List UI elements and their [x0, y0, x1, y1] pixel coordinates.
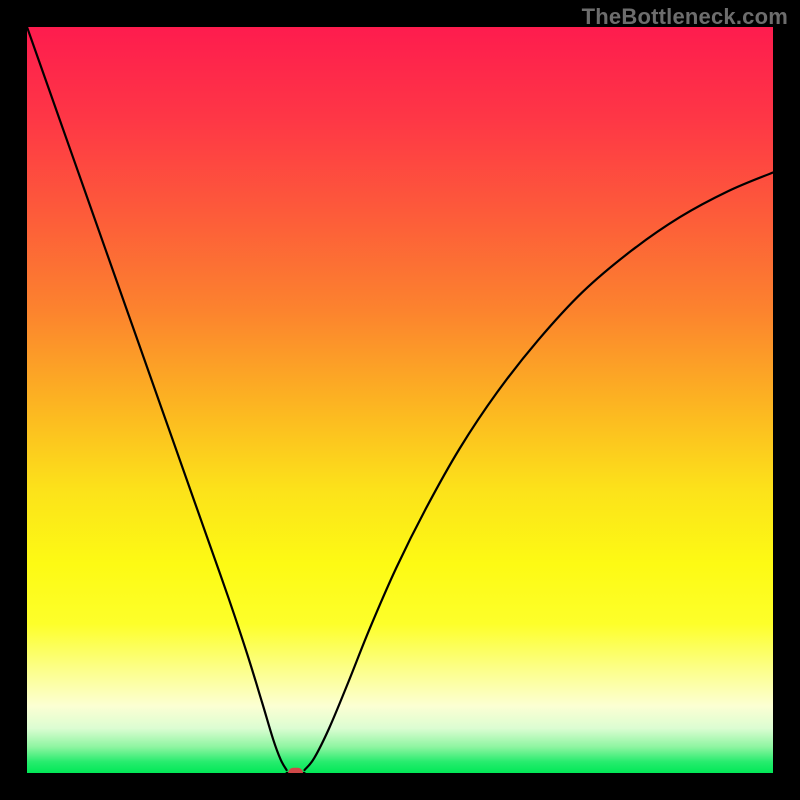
bottleneck-chart: [0, 0, 800, 800]
watermark-label: TheBottleneck.com: [582, 4, 788, 30]
plot-background: [27, 27, 773, 773]
chart-container: TheBottleneck.com: [0, 0, 800, 800]
